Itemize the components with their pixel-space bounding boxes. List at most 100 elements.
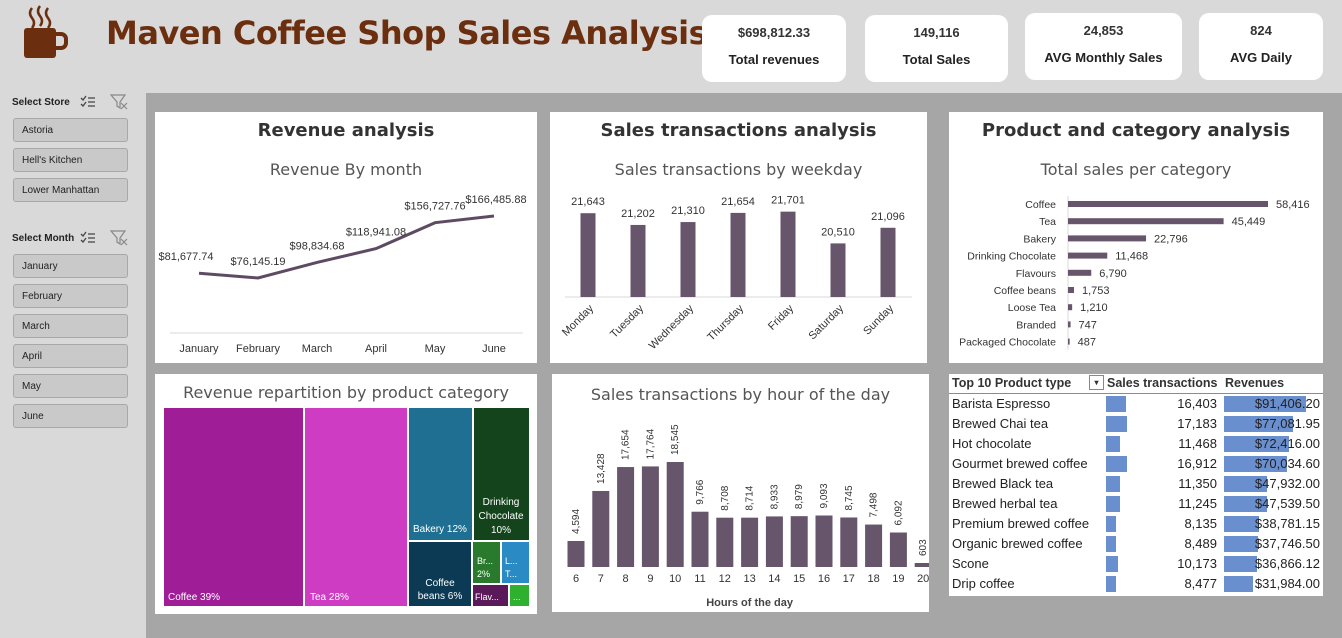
x-tick-label: Friday [766, 302, 796, 332]
hour-bar [865, 524, 883, 567]
tx-bar [1106, 496, 1120, 512]
tx-bar [1106, 436, 1120, 452]
month-february[interactable]: February [13, 284, 128, 308]
weekday-bar [680, 222, 696, 297]
sales-per-category-chart: Total sales per category Coffee 58,416 Tea… [949, 148, 1323, 363]
data-label: 8,933 [769, 484, 780, 509]
x-tick-label: Saturday [807, 302, 847, 342]
treemap-cell-other [510, 585, 529, 606]
top-products-table: Top 10 Product type ▾ Sales transactions… [949, 374, 1323, 596]
x-tick-label: Monday [560, 302, 597, 339]
category-bar [1068, 218, 1224, 225]
revenue-bar [1224, 476, 1267, 492]
revenue-bar [1224, 436, 1289, 452]
data-label: 21,310 [671, 205, 705, 217]
section-product-analysis: Product and category analysis [949, 112, 1323, 150]
kpi-total-revenues: $698,812.33 Total revenues [702, 15, 846, 82]
revenue-by-month-chart: Revenue By month January $81,677.74 Februa… [155, 148, 537, 363]
data-label: 1,753 [1082, 285, 1110, 297]
product-name: Drip coffee [952, 576, 1015, 591]
month-january[interactable]: January [13, 254, 128, 278]
data-label: 6,092 [893, 500, 904, 525]
data-label: 9,766 [695, 479, 706, 504]
x-axis-title: Hours of the day [706, 597, 794, 609]
data-label: 9,093 [819, 483, 830, 508]
tx-value: 10,173 [1177, 556, 1217, 571]
store-lower-manhattan[interactable]: Lower Manhattan [13, 178, 128, 202]
tx-bar [1106, 576, 1117, 592]
kpi-label: AVG Daily [1230, 50, 1292, 65]
table-row: Barista Espresso 16,403 $91,406.20 [949, 394, 1323, 414]
data-label: 18,545 [670, 424, 681, 455]
treemap-label-loose-tea: L... T... [505, 556, 518, 579]
treemap-label-branded: Br... 2% [477, 556, 493, 579]
table-header: Top 10 Product type ▾ Sales transactions… [949, 374, 1323, 394]
store-astoria[interactable]: Astoria [13, 118, 128, 142]
chart-title: Revenue By month [269, 160, 423, 179]
weekday-bar [880, 227, 896, 297]
treemap-cell-tea [305, 408, 407, 606]
category-label: Flavours [1016, 268, 1056, 280]
data-label: $81,677.74 [158, 251, 213, 263]
treemap-cell-flavours [473, 585, 508, 606]
product-name: Brewed Black tea [952, 476, 1054, 491]
revenue-bar [1224, 456, 1287, 472]
x-tick-label: 20 [917, 573, 929, 585]
revenue-line [198, 214, 495, 280]
clear-filter-icon[interactable] [110, 94, 128, 110]
month-april[interactable]: April [13, 344, 128, 368]
revenue-bar [1224, 576, 1253, 592]
tx-value: 11,468 [1178, 436, 1217, 451]
clear-filter-icon[interactable] [110, 230, 128, 246]
treemap-label-line: beans 6% [418, 591, 463, 602]
kpi-total-sales: 149,116 Total Sales [865, 15, 1008, 82]
hour-bar [914, 563, 929, 567]
data-label: 1,210 [1080, 302, 1108, 314]
sales-by-weekday-chart: Sales transactions by weekday 21,643 Mond… [550, 148, 927, 363]
category-bar [1068, 304, 1073, 311]
month-june[interactable]: June [13, 404, 128, 428]
multi-select-icon[interactable] [80, 231, 96, 245]
month-march[interactable]: March [13, 314, 128, 338]
filter-icon[interactable]: ▾ [1089, 375, 1104, 390]
treemap-label-tea: Tea 28% [310, 592, 349, 603]
kpi-label: Total Sales [902, 52, 971, 67]
treemap-cell-branded [473, 542, 500, 583]
category-label: Bakery [1023, 233, 1056, 245]
tx-value: 16,912 [1177, 456, 1217, 471]
data-label: $118,941.08 [346, 227, 406, 239]
revenue-bar [1224, 556, 1258, 572]
revenue-bar [1224, 416, 1294, 432]
data-label: 21,643 [571, 196, 605, 208]
tx-bar [1106, 556, 1119, 572]
multi-select-icon[interactable] [80, 95, 96, 109]
treemap-label-coffee-beans: Coffee beans 6% [418, 578, 463, 602]
section-revenue-analysis: Revenue analysis [155, 112, 537, 150]
category-chart-svg: Coffee 58,416 Tea 45,449 Bakery 22,796 Drinkin… [959, 196, 1310, 350]
revenue-bar [1224, 396, 1306, 412]
tx-bar [1106, 476, 1120, 492]
weekday-bar [730, 212, 746, 297]
revenue-bar [1224, 516, 1259, 532]
data-label: 17,764 [645, 428, 656, 459]
treemap-label-line: 10% [491, 525, 511, 536]
table-row: Drip coffee 8,477 $31,984.00 [949, 574, 1323, 594]
tx-value: 8,135 [1184, 516, 1217, 531]
data-label: 45,449 [1232, 216, 1266, 228]
coffee-cup-icon [24, 5, 68, 58]
month-may[interactable]: May [13, 374, 128, 398]
data-label: 21,202 [621, 208, 655, 220]
hour-bar [592, 490, 610, 567]
header-transactions: Sales transactions [1107, 376, 1218, 390]
revenue-value: $47,539.50 [1254, 496, 1320, 511]
kpi-value: 24,853 [1083, 23, 1124, 38]
data-label: 20,510 [821, 226, 855, 238]
treemap-cell-drinking-chocolate [474, 408, 529, 540]
product-name: Premium brewed coffee [952, 516, 1090, 531]
store-hells-kitchen[interactable]: Hell's Kitchen [13, 148, 128, 172]
chart-title: Revenue repartition by product category [183, 383, 509, 402]
hour-bar [691, 511, 709, 567]
x-tick-label: 13 [743, 573, 755, 585]
revenue-value: $77,081.95 [1254, 416, 1320, 431]
treemap-cell-coffee-beans [409, 542, 471, 606]
